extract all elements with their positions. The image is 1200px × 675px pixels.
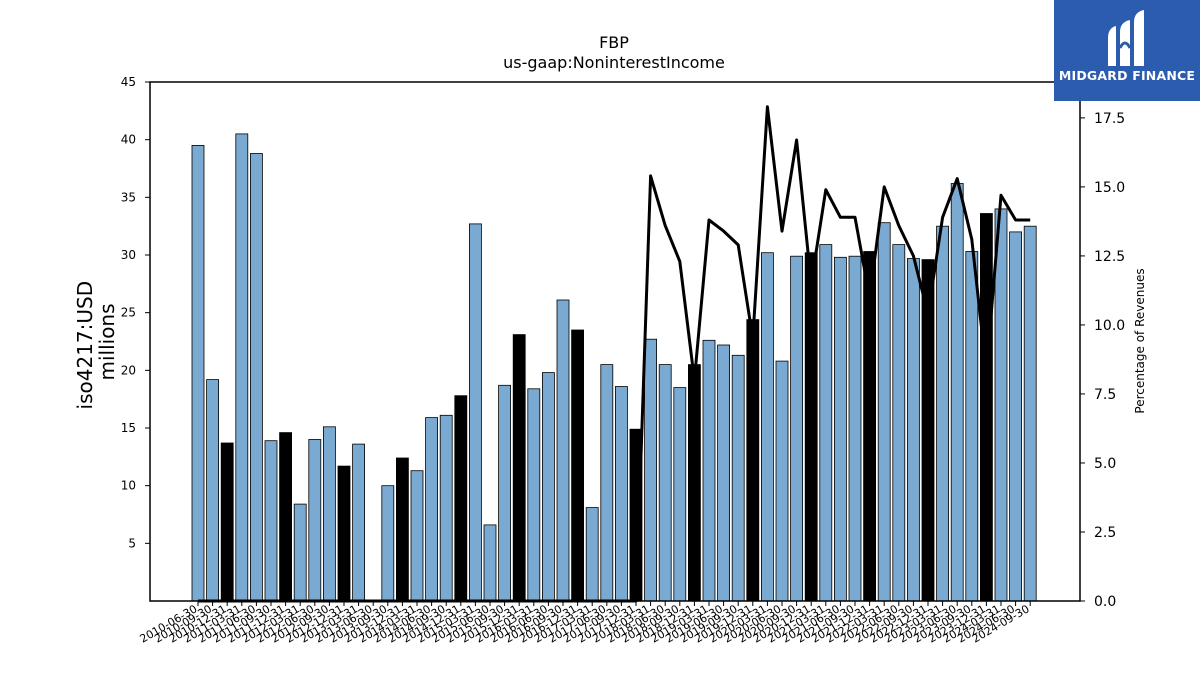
bar-2012-03-31 [293, 503, 307, 602]
bar-2013-12-31 [395, 457, 409, 602]
bar-2020-03-31 [761, 252, 774, 602]
y-axis-label: iso4217:USD millions [73, 275, 119, 410]
y2-tick-label: 0.0 [1094, 594, 1116, 610]
bar-2015-03-31 [468, 223, 482, 602]
bar-2016-06-30 [542, 372, 555, 602]
y2-tick-label: 10.0 [1094, 318, 1125, 334]
bar-2014-03-31 [410, 470, 424, 602]
y2-tick-label: 15.0 [1094, 180, 1125, 196]
bar-2013-03-31 [352, 443, 366, 602]
y-tick-label: 15 [121, 421, 136, 435]
bar-2023-06-30 [950, 183, 964, 602]
y-tick-label: 20 [121, 363, 136, 377]
y-tick-label: 40 [121, 133, 136, 147]
left-axis: 5 10 15 20 25 30 35 40 45 [121, 75, 150, 550]
bar-2015-06-30 [483, 524, 497, 602]
bar-2018-03-31 [644, 338, 657, 602]
y-axis-label-line-1: iso4217:USD [73, 281, 97, 410]
bar-2014-06-30 [425, 417, 439, 602]
bar-2014-09-30 [439, 414, 453, 602]
bar-2015-09-30 [498, 384, 512, 602]
bar-2018-12-31 [688, 364, 701, 602]
chart-subtitle: us-gaap:NoninterestIncome [503, 53, 725, 72]
y2-tick-label: 7.5 [1094, 387, 1116, 403]
bar-2016-12-31 [571, 329, 584, 602]
bar-2020-09-30 [790, 255, 803, 602]
bar-2021-09-30 [848, 255, 862, 602]
bar-2022-09-30 [907, 258, 920, 602]
bar-2019-09-30 [731, 354, 745, 602]
bar-2012-06-30 [308, 439, 322, 602]
bar-2010-06-30 [191, 144, 205, 602]
y-tick-label: 10 [121, 479, 136, 493]
bar-2013-09-30 [381, 485, 395, 602]
bar-2019-06-30 [717, 344, 730, 602]
bar-2012-12-31 [337, 465, 351, 602]
bar-2023-12-31 [980, 213, 993, 602]
y-tick-label: 25 [121, 306, 136, 320]
y2-tick-label: 12.5 [1094, 249, 1125, 265]
bar-2011-03-31 [235, 133, 249, 602]
y-tick-label: 35 [121, 190, 136, 204]
bar-2010-12-31 [220, 442, 234, 602]
y2-axis-label: Percentage of Revenues [1133, 268, 1147, 413]
bar-2011-09-30 [264, 440, 278, 602]
bar-2023-03-31 [936, 225, 949, 602]
y-tick-label: 30 [121, 248, 136, 262]
bar-2016-09-30 [556, 299, 570, 602]
brand-logo: MIDGARD FINANCE [1054, 0, 1200, 101]
bar-2023-09-30 [965, 251, 979, 602]
bar-2010-09-30 [206, 379, 220, 602]
bar-2021-06-30 [834, 256, 847, 602]
bar-2017-06-30 [600, 364, 614, 602]
bar-2020-12-31 [804, 252, 818, 602]
midgard-logo-icon [1108, 10, 1144, 66]
bar-2019-03-31 [702, 339, 716, 602]
bar-2020-06-30 [775, 360, 789, 602]
chart-title: FBP [599, 33, 629, 52]
percentage-line [198, 105, 1031, 603]
y-tick-label: 45 [121, 75, 136, 89]
brand-name: MIDGARD FINANCE [1058, 68, 1196, 83]
bar-2011-12-31 [279, 432, 293, 602]
y-axis-label-line-2: millions [95, 303, 119, 380]
bar-2024-03-31 [994, 208, 1008, 602]
bar-2018-06-30 [658, 364, 672, 602]
bar-2022-03-31 [877, 222, 891, 602]
bar-series [191, 133, 1037, 602]
bar-2015-12-31 [512, 334, 526, 602]
bar-2019-12-31 [746, 319, 760, 602]
y2-tick-label: 17.5 [1094, 111, 1125, 127]
y-tick-label: 5 [128, 536, 136, 550]
bar-2011-06-30 [249, 153, 263, 602]
bar-2021-03-31 [819, 244, 833, 602]
y2-tick-label: 2.5 [1094, 525, 1116, 541]
y2-tick-label: 5.0 [1094, 456, 1116, 472]
bar-2017-03-31 [585, 507, 599, 602]
bar-2022-06-30 [892, 244, 906, 602]
bar-2024-09-30 [1023, 225, 1037, 602]
bar-2016-03-31 [527, 388, 541, 602]
x-axis: 2010-06-302010-09-302010-12-312011-03-31… [138, 601, 1032, 646]
bar-2021-12-31 [863, 251, 876, 602]
bar-2018-09-30 [673, 387, 687, 602]
bar-2014-12-31 [454, 395, 468, 602]
bar-2024-06-30 [1009, 231, 1022, 602]
bar-2012-09-30 [322, 426, 336, 602]
plot-frame [149, 81, 1081, 602]
bar-2017-09-30 [615, 386, 628, 602]
right-axis: 0.0 2.5 5.0 7.5 10.0 12.5 15.0 17.5 [1080, 111, 1125, 610]
